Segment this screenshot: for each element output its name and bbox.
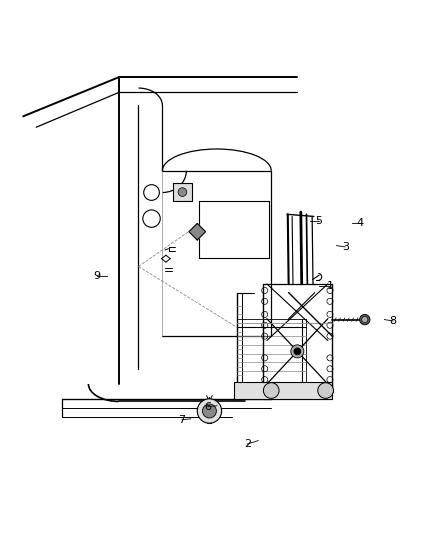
Circle shape [362, 317, 368, 322]
Text: 7: 7 [178, 415, 186, 425]
Text: 9: 9 [94, 271, 101, 281]
Circle shape [318, 383, 333, 398]
Text: 4: 4 [357, 218, 364, 228]
Bar [173, 183, 191, 201]
Text: 8: 8 [389, 316, 397, 326]
Text: 6: 6 [205, 402, 212, 411]
Circle shape [197, 399, 222, 423]
Polygon shape [189, 223, 205, 240]
Text: 5: 5 [316, 216, 323, 226]
Circle shape [263, 383, 279, 398]
Text: 2: 2 [244, 439, 251, 449]
Bar [234, 382, 332, 399]
Circle shape [202, 404, 216, 418]
Text: 3: 3 [342, 242, 349, 252]
Circle shape [178, 188, 187, 197]
Text: 1: 1 [326, 281, 333, 291]
Circle shape [294, 348, 301, 355]
Circle shape [360, 314, 370, 325]
Circle shape [291, 345, 304, 358]
